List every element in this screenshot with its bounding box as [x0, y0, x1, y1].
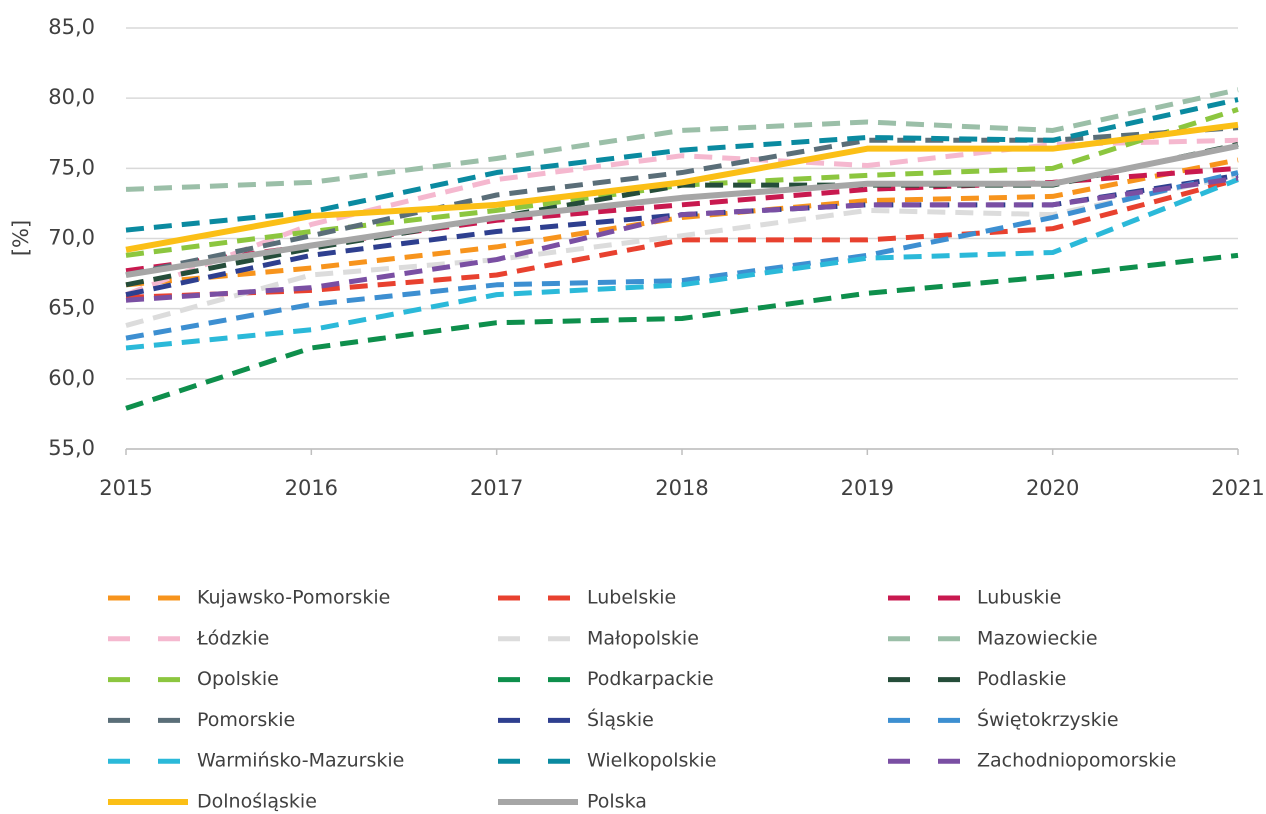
- legend-label: Wielkopolskie: [587, 750, 716, 772]
- legend-label: Opolskie: [197, 668, 279, 690]
- series-line: [125, 137, 1239, 297]
- series-line: [125, 170, 1239, 341]
- x-tick-label: 2018: [655, 476, 708, 500]
- series-line: [125, 177, 1239, 351]
- series-line: [125, 87, 1239, 192]
- series-line: [125, 157, 1239, 288]
- legend-label: Podlaskie: [977, 668, 1066, 690]
- legend-label: Zachodniopomorskie: [977, 750, 1176, 772]
- legend-label: Dolnośląskie: [197, 791, 317, 813]
- legend-label: Świętokrzyskie: [977, 707, 1119, 731]
- x-tick-label: 2017: [470, 476, 523, 500]
- series-line: [125, 142, 1239, 278]
- series-line: [125, 172, 1239, 328]
- legend-label: Lubuskie: [977, 587, 1061, 609]
- x-tick-label: 2021: [1211, 476, 1264, 500]
- y-tick-label: 75,0: [48, 155, 95, 179]
- y-tick-label: 65,0: [48, 296, 95, 320]
- series-line: [125, 121, 1239, 253]
- legend-label: Kujawsko-Pomorskie: [197, 587, 390, 609]
- x-tick-label: 2016: [285, 476, 338, 500]
- legend-label: Pomorskie: [197, 709, 295, 731]
- y-tick-label: 80,0: [48, 85, 95, 109]
- y-tick-label: 70,0: [48, 226, 95, 250]
- y-axis-label: [%]: [9, 220, 33, 256]
- series-line: [125, 177, 1239, 300]
- y-tick-label: 55,0: [48, 436, 95, 460]
- series-line: [125, 252, 1239, 411]
- x-tick-label: 2015: [99, 476, 152, 500]
- series-line: [125, 175, 1239, 303]
- legend-label: Polska: [587, 791, 647, 813]
- series-line: [125, 97, 1239, 233]
- legend-label: Łódzkie: [196, 627, 269, 649]
- legend-label: Lubelskie: [587, 587, 676, 609]
- y-tick-label: 60,0: [48, 366, 95, 390]
- legend-label: Podkarpackie: [587, 668, 714, 690]
- y-tick-label: 85,0: [48, 15, 95, 39]
- legend-label: Mazowieckie: [977, 627, 1098, 649]
- x-tick-label: 2019: [841, 476, 894, 500]
- legend-label: Śląskie: [587, 707, 654, 731]
- legend-label: Warmińsko-Mazurskie: [197, 750, 404, 772]
- legend-label: Małopolskie: [587, 627, 699, 649]
- x-tick-label: 2020: [1026, 476, 1079, 500]
